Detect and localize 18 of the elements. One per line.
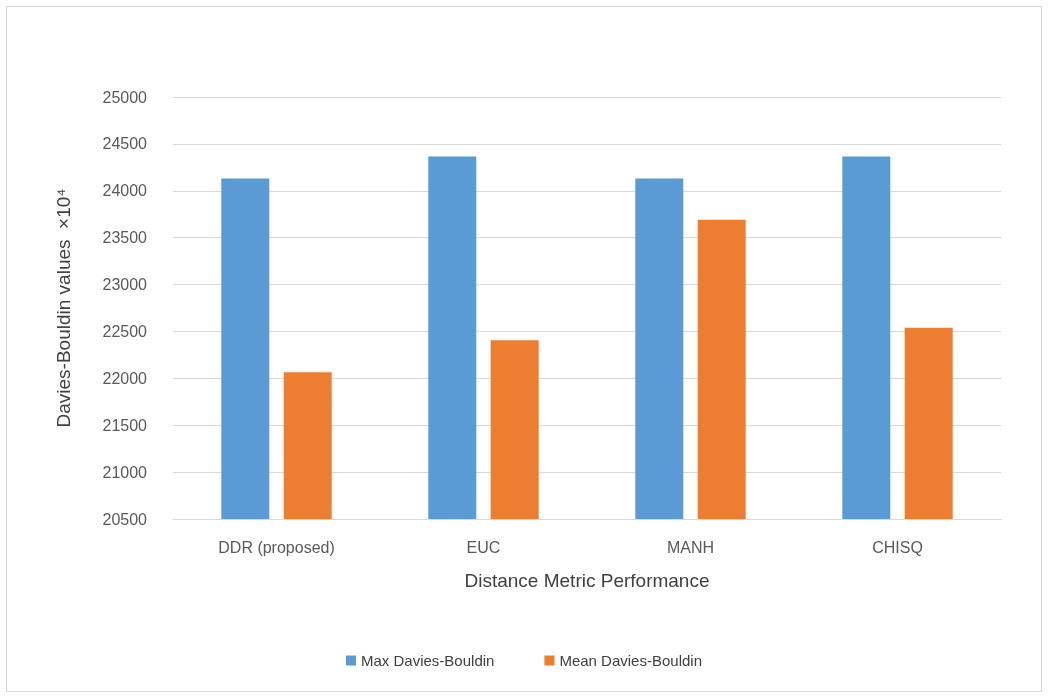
x-tick-label: CHISQ bbox=[872, 538, 923, 556]
y-tick-label: 22500 bbox=[102, 322, 148, 340]
x-tick-label: DDR (proposed) bbox=[218, 538, 335, 556]
x-axis-title: Distance Metric Performance bbox=[464, 570, 710, 591]
y-tick-label: 21500 bbox=[102, 416, 148, 434]
y-tick-label: 21000 bbox=[102, 463, 148, 481]
y-tick-label: 24500 bbox=[102, 135, 148, 153]
x-tick-label: EUC bbox=[466, 538, 501, 556]
y-tick-label: 22000 bbox=[102, 369, 148, 387]
y-tick-label: 23000 bbox=[102, 276, 148, 294]
legend-label: Max Davies-Bouldin bbox=[361, 652, 495, 669]
x-tick-label: MANH bbox=[666, 538, 715, 556]
y-tick-label: 25000 bbox=[102, 88, 148, 106]
y-tick-label: 23500 bbox=[102, 229, 148, 247]
y-axis-title: Davies-Bouldin values ×10⁴ bbox=[53, 188, 74, 428]
y-tick-label: 24000 bbox=[102, 182, 148, 200]
legend-label: Mean Davies-Bouldin bbox=[559, 652, 702, 669]
y-tick-label: 20500 bbox=[102, 510, 148, 528]
